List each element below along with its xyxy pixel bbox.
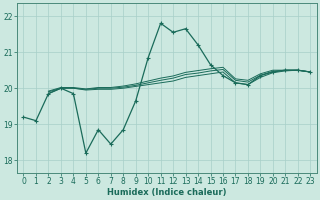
X-axis label: Humidex (Indice chaleur): Humidex (Indice chaleur)	[107, 188, 227, 197]
